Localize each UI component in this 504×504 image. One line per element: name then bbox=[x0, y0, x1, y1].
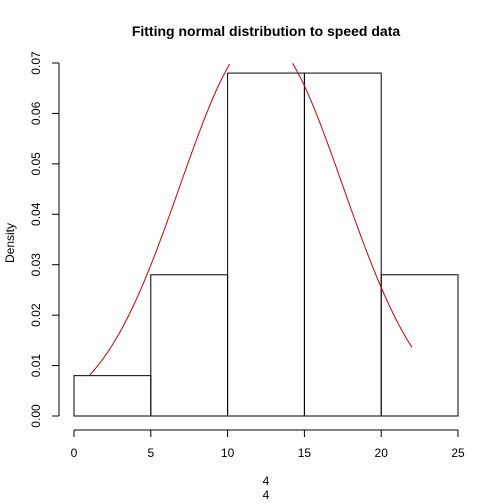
histogram-bar-5 bbox=[380, 274, 459, 417]
chart-title: Fitting normal distribution to speed dat… bbox=[132, 23, 401, 39]
y-tick-label: 0.07 bbox=[29, 51, 43, 75]
x-tick-label: 5 bbox=[147, 446, 154, 460]
histogram-bars bbox=[73, 72, 459, 417]
y-axis-label: Density bbox=[3, 223, 17, 263]
normal-fit-curve-segment-2 bbox=[292, 63, 413, 348]
x-tick-label: 25 bbox=[451, 446, 465, 460]
normal-fit-curve-group bbox=[88, 63, 413, 376]
x-tick-label: 15 bbox=[298, 446, 312, 460]
bottom-label-2: 4 bbox=[263, 488, 270, 502]
histogram-bar-4 bbox=[303, 72, 382, 417]
x-tick-label: 20 bbox=[375, 446, 389, 460]
x-tick-label: 0 bbox=[71, 446, 78, 460]
histogram-bar-2 bbox=[150, 274, 229, 417]
y-axis: 0.00 0.01 0.02 0.03 0.04 0.05 0.06 0.07 bbox=[29, 51, 60, 428]
histogram-bar-1 bbox=[73, 375, 152, 417]
y-tick-label: 0.03 bbox=[29, 253, 43, 277]
x-tick-label: 10 bbox=[221, 446, 235, 460]
y-tick-label: 0.00 bbox=[29, 404, 43, 428]
normal-fit-curve-segment-1 bbox=[88, 63, 231, 376]
histogram-bar-3 bbox=[227, 72, 305, 417]
y-tick-label: 0.01 bbox=[29, 354, 43, 378]
x-axis: 0 5 10 15 20 25 bbox=[71, 429, 465, 460]
y-tick-label: 0.06 bbox=[29, 101, 43, 125]
y-tick-label: 0.04 bbox=[29, 202, 43, 226]
y-tick-label: 0.02 bbox=[29, 303, 43, 327]
bottom-label-1: 4 bbox=[263, 474, 270, 488]
y-tick-label: 0.05 bbox=[29, 152, 43, 176]
